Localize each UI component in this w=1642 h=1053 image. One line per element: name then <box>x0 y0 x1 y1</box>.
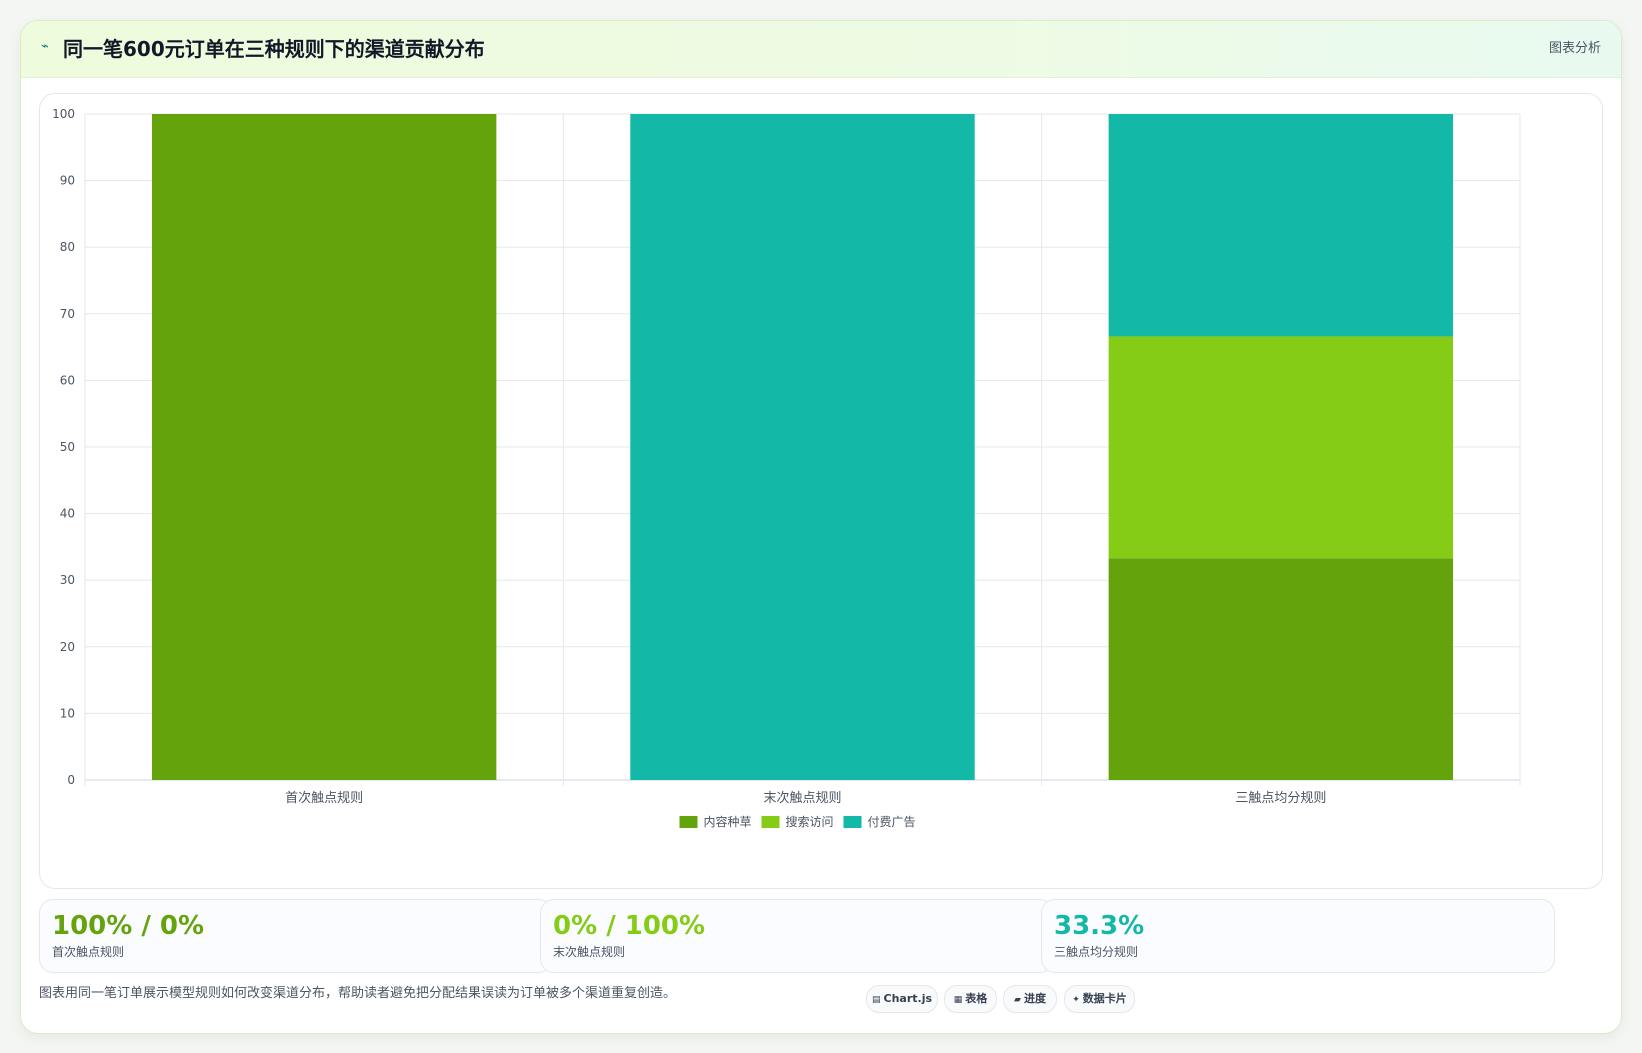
y-tick-label: 20 <box>60 640 75 654</box>
bar-segment <box>1108 336 1454 559</box>
y-tick-label: 40 <box>60 507 75 521</box>
chart-card: ⌁ 同一笔600元订单在三种规则下的渠道贡献分布 图表分析 0 10 20 30 40 5… <box>20 20 1622 1034</box>
chart-icon: ▤ <box>871 995 881 1005</box>
y-tick-label: 80 <box>60 240 75 254</box>
y-tick-label: 100 <box>52 107 75 121</box>
card-header: ⌁ 同一笔600元订单在三种规则下的渠道贡献分布 图表分析 <box>21 21 1621 78</box>
x-tick-label: 首次触点规则 <box>285 790 363 806</box>
legend-label: 搜索访问 <box>786 814 834 829</box>
chip-label: 数据卡片 <box>1082 992 1127 1005</box>
y-tick-label: 50 <box>60 440 75 454</box>
chip-label: 进度 <box>1023 992 1046 1005</box>
stat-label: 末次触点规则 <box>553 945 626 959</box>
y-tick-label: 60 <box>60 373 75 387</box>
header-tag: 图表分析 <box>1548 41 1601 56</box>
chip-chartjs[interactable]: ▤ Chart.js <box>866 985 938 1013</box>
legend-label: 内容种草 <box>704 814 752 829</box>
page-title: 同一笔600元订单在三种规则下的渠道贡献分布 <box>63 37 485 61</box>
stat-card-first-touch: 100% / 0% 首次触点规则 <box>39 899 553 973</box>
chip-data-card[interactable]: ✦ 数据卡片 <box>1064 985 1135 1013</box>
legend-label: 付费广告 <box>868 815 916 829</box>
stacked-bar-chart: 0 10 20 30 40 50 60 70 80 90 100 首次触点规则 末次触点规则 三触点均分规… <box>52 107 1521 829</box>
chip-progress[interactable]: ▰ 进度 <box>1003 985 1057 1013</box>
chart-caption: 图表用同一笔订单展示模型规则如何改变渠道分布，帮助读者避免把分配结果误读为订单被… <box>39 986 677 1001</box>
stat-label: 三触点均分规则 <box>1054 945 1139 959</box>
stat-value: 0% / 100% <box>553 911 706 941</box>
bar-segment <box>630 114 975 780</box>
chip-label: 表格 <box>965 992 988 1005</box>
chip-table[interactable]: ▦ 表格 <box>944 985 997 1013</box>
bar-segment <box>1108 114 1454 337</box>
legend-swatch <box>843 816 862 828</box>
x-tick-label: 末次触点规则 <box>763 790 841 806</box>
stat-value: 33.3% <box>1054 911 1145 941</box>
sparkle-icon: ✦ <box>1072 995 1080 1005</box>
bar-segment <box>151 114 497 780</box>
stat-card-last-touch: 0% / 100% 末次触点规则 <box>540 899 1054 973</box>
stat-label: 首次触点规则 <box>52 945 125 959</box>
progress-icon: ▰ <box>1014 995 1021 1005</box>
y-tick-label: 0 <box>67 773 75 787</box>
legend-swatch <box>761 816 780 828</box>
y-tick-label: 70 <box>60 307 75 321</box>
chip-label: Chart.js <box>883 992 933 1005</box>
y-tick-label: 30 <box>60 573 75 587</box>
stat-card-equal-split: 33.3% 三触点均分规则 <box>1041 899 1555 973</box>
chart-container: 0 10 20 30 40 50 60 70 80 90 100 首次触点规则 末次触点规则 三触点均分规… <box>39 93 1603 889</box>
x-tick-label: 三触点均分规则 <box>1235 791 1326 806</box>
y-tick-label: 10 <box>60 706 75 720</box>
table-icon: ▦ <box>953 995 963 1005</box>
bar-segment <box>1108 558 1454 780</box>
stat-value: 100% / 0% <box>52 911 205 941</box>
legend-swatch <box>679 816 698 828</box>
trend-icon: ⌁ <box>41 39 49 54</box>
y-tick-label: 90 <box>60 174 75 188</box>
